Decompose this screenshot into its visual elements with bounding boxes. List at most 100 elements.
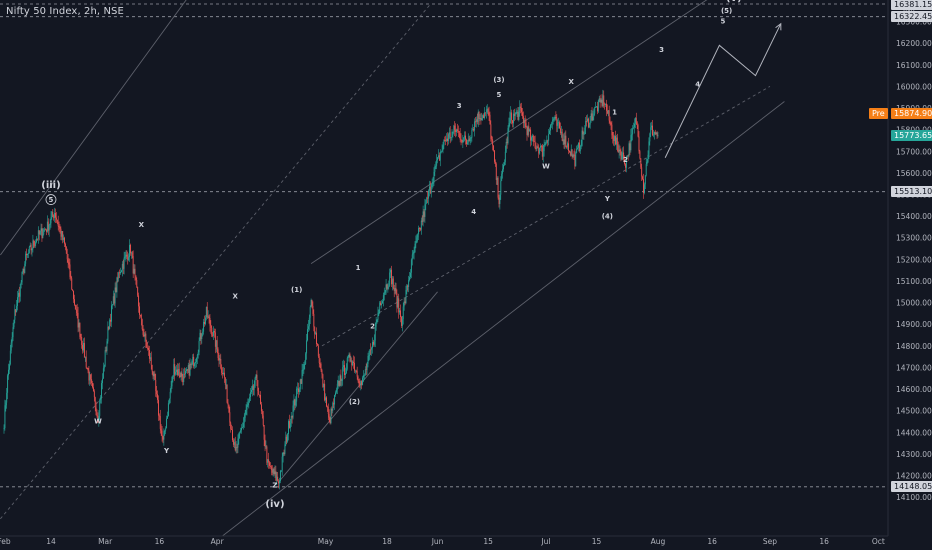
- candle-body: [43, 229, 45, 235]
- candle-body: [413, 252, 415, 254]
- candle-body: [611, 124, 613, 136]
- candle-body: [247, 403, 249, 406]
- candle-body: [365, 369, 367, 370]
- x-tick-label: 14: [46, 537, 56, 546]
- candle-body: [581, 130, 583, 146]
- candle-body: [71, 278, 73, 290]
- candle-body: [344, 365, 345, 376]
- candle-body: [371, 347, 373, 350]
- candle-body: [64, 243, 66, 247]
- candle-body: [80, 336, 82, 338]
- candle-body: [515, 112, 517, 115]
- candle-body: [321, 370, 323, 375]
- candle-body: [109, 319, 111, 330]
- candle-body: [107, 326, 109, 342]
- candle-body: [349, 354, 351, 362]
- candle-body: [522, 112, 523, 117]
- candle-body: [504, 151, 506, 163]
- candle-body: [181, 372, 183, 377]
- candle-body: [545, 142, 547, 145]
- y-tick-label: 15300.00: [896, 234, 932, 243]
- trendline: [0, 3, 431, 520]
- candle-body: [68, 262, 70, 265]
- candle-body: [648, 141, 650, 155]
- candle-body: [151, 364, 153, 372]
- candle-body: [131, 252, 133, 257]
- wave-label: 5: [49, 196, 54, 204]
- wave-label: Z: [272, 481, 277, 489]
- candle-body: [22, 268, 24, 272]
- candle-body: [185, 371, 187, 375]
- candle-body: [372, 341, 373, 348]
- candle-body: [439, 153, 441, 161]
- candle-body: [79, 322, 81, 337]
- candle-body: [510, 112, 512, 118]
- candle-body: [426, 197, 428, 204]
- candle-body: [605, 103, 607, 105]
- y-tick-label: 16300.00: [896, 18, 932, 27]
- candle-body: [132, 256, 134, 274]
- candle-body: [544, 144, 546, 145]
- wave-label: (iii): [41, 180, 60, 191]
- candle-body: [241, 427, 243, 431]
- candle-body: [306, 340, 308, 354]
- candle-body: [463, 137, 465, 141]
- trendline: [0, 0, 187, 256]
- candle-body: [44, 229, 46, 231]
- candle-body: [450, 137, 452, 139]
- price-level-tag: 16381.15: [891, 0, 932, 10]
- candle-body: [445, 140, 447, 142]
- candle-body: [85, 356, 87, 368]
- candle-body: [546, 140, 548, 143]
- candle-body: [616, 137, 618, 146]
- candle-body: [549, 130, 551, 135]
- candle-body: [574, 154, 576, 167]
- candle-body: [307, 326, 309, 330]
- price-level-tag: 14148.05: [891, 481, 932, 493]
- candle-body: [459, 133, 461, 140]
- candle-body: [139, 306, 140, 315]
- candle-body: [338, 380, 340, 386]
- candle-body: [187, 365, 189, 371]
- candle-body: [125, 254, 127, 257]
- candle-body: [608, 110, 610, 121]
- candle-body: [42, 234, 44, 239]
- wave-label: (4): [602, 212, 613, 220]
- candle-body: [161, 430, 163, 437]
- candle-body: [260, 404, 262, 412]
- x-tick-label: Aug: [651, 537, 666, 546]
- candle-body: [640, 158, 642, 168]
- candle-body: [550, 125, 551, 131]
- candle-body: [158, 399, 159, 416]
- candle-body: [364, 369, 366, 375]
- candle-body: [609, 120, 611, 123]
- candle-body: [290, 416, 292, 423]
- candle-body: [433, 171, 435, 183]
- candle-body: [222, 372, 224, 375]
- candle-body: [556, 117, 558, 126]
- x-tick-label: 15: [592, 537, 602, 546]
- candle-body: [170, 386, 172, 392]
- candle-body: [436, 160, 438, 166]
- candle-body: [56, 219, 58, 222]
- candle-body: [31, 248, 33, 251]
- candle-body: [112, 296, 114, 305]
- candle-body: [179, 375, 181, 378]
- candle-body: [230, 422, 232, 429]
- candle-body: [49, 223, 51, 225]
- candle-body: [502, 169, 504, 174]
- candle-body: [454, 125, 456, 130]
- candle-body: [28, 246, 30, 253]
- candle-body: [50, 217, 52, 224]
- candle-body: [95, 407, 97, 416]
- candle-body: [629, 143, 631, 151]
- wave-label: Y: [163, 447, 170, 455]
- candle-body: [51, 211, 53, 218]
- candle-body: [511, 112, 513, 121]
- candle-body: [77, 313, 79, 328]
- candle-body: [237, 438, 239, 448]
- candle-body: [84, 356, 86, 358]
- candle-body: [298, 388, 299, 392]
- candle-body: [284, 444, 286, 454]
